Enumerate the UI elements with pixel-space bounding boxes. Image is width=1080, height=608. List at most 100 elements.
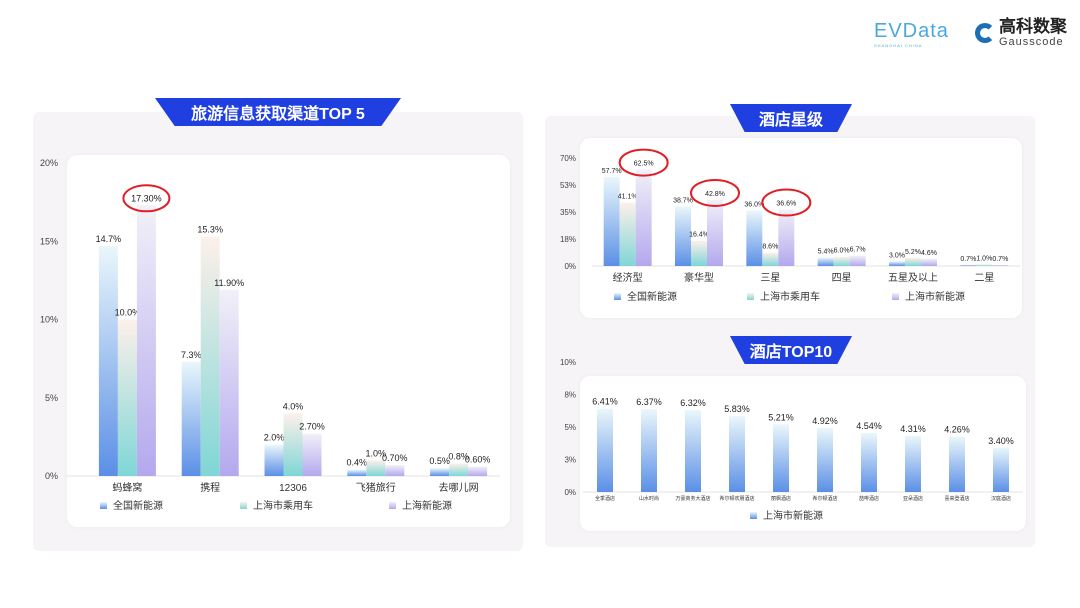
category-label: 丽枫酒店 (771, 495, 791, 502)
category-label: 希尔顿酒店 (812, 495, 837, 502)
data-label: 0.7% (960, 256, 976, 263)
bar (817, 257, 834, 266)
data-label: 3.0% (889, 252, 905, 259)
y-tick-label: 35% (560, 208, 576, 217)
highlight-circle (761, 188, 812, 217)
hotel-star-card (580, 138, 1022, 318)
data-label: 17.30% (131, 193, 162, 203)
data-label: 4.54% (856, 421, 882, 431)
data-label: 38.7% (673, 197, 693, 204)
data-label: 0.70% (382, 453, 408, 463)
data-label: 10.0% (115, 308, 141, 318)
data-label: 36.6% (776, 201, 796, 208)
gausscode-mark-icon (975, 23, 995, 43)
category-label: 去哪儿网 (439, 482, 479, 494)
y-tick-label: 53% (560, 181, 576, 190)
bar (849, 255, 866, 266)
legend-label: 上海市乘用车 (253, 499, 313, 512)
evdata-logo-sub: SHANGHAI CHINA (874, 43, 923, 48)
y-tick-label: 5% (564, 423, 576, 432)
data-label: 4.6% (921, 250, 937, 257)
legend-swatch (892, 293, 899, 300)
y-tick-label: 20% (40, 158, 58, 168)
data-label: 5.4% (818, 249, 834, 256)
category-label: 豪华型 (684, 271, 714, 284)
highlight-circle (618, 148, 669, 177)
bar (597, 408, 613, 492)
bar (98, 245, 118, 476)
data-label: 5.83% (724, 404, 750, 414)
bar (817, 428, 833, 492)
legend-swatch (750, 512, 757, 519)
legend-swatch (389, 502, 396, 509)
y-tick-label: 5% (45, 393, 58, 403)
bar (117, 319, 137, 476)
y-tick-label: 10% (560, 358, 576, 367)
highlight-circle (122, 184, 171, 213)
data-label: 1.0% (976, 255, 992, 262)
legend-swatch (100, 502, 107, 509)
legend-label: 上海市乘用车 (760, 290, 820, 303)
category-label: 喆啡酒店 (859, 495, 879, 502)
bar (219, 289, 239, 476)
bar (619, 202, 636, 266)
bar (430, 468, 450, 476)
data-label: 3.40% (988, 436, 1014, 446)
bar (992, 264, 1009, 266)
bar (347, 469, 367, 476)
category-label: 二星 (974, 272, 994, 284)
bar (905, 257, 921, 266)
data-label: 6.7% (850, 247, 866, 254)
category-label: 全季酒店 (595, 495, 615, 502)
category-label: 喜来登酒店 (944, 495, 969, 502)
data-label: 0.60% (465, 455, 491, 465)
data-label: 4.31% (900, 424, 926, 434)
legend-swatch (240, 502, 247, 509)
legend-label: 上海市新能源 (905, 290, 965, 303)
left-title-banner: 旅游信息获取渠道TOP 5 (155, 98, 401, 126)
bar (993, 447, 1009, 492)
data-label: 8.6% (762, 244, 778, 251)
highlight-circle (690, 178, 740, 207)
category-label: 万豪商务大酒店 (675, 495, 710, 502)
category-label: 蚂蜂窝 (112, 481, 142, 494)
bar (921, 258, 937, 266)
bar (707, 199, 723, 266)
category-label: 携程 (200, 481, 220, 494)
data-label: 62.5% (634, 161, 654, 168)
data-label: 0.8% (448, 451, 469, 461)
data-label: 42.8% (705, 191, 725, 198)
data-label: 6.0% (834, 248, 850, 255)
bar (746, 210, 763, 266)
category-label: 山水时尚 (639, 495, 659, 502)
legend-label: 上海市新能源 (763, 509, 823, 522)
bar (283, 413, 303, 476)
data-label: 2.70% (299, 422, 325, 432)
bar (468, 466, 488, 476)
y-tick-label: 0% (564, 488, 576, 497)
bar (200, 236, 220, 476)
data-label: 41.1% (618, 194, 638, 201)
bar (729, 416, 745, 492)
bar (778, 209, 795, 266)
bar (889, 261, 905, 266)
legend-label: 上海新能源 (402, 499, 452, 512)
data-label: 1.0% (366, 448, 387, 458)
gausscode-en: Gausscode (999, 36, 1064, 48)
category-label: 飞猪旅行 (356, 481, 396, 494)
y-tick-label: 15% (40, 236, 58, 246)
bar (773, 424, 789, 492)
data-label: 4.26% (944, 425, 970, 435)
bar (264, 444, 284, 476)
data-label: 7.3% (181, 350, 202, 360)
bar (976, 264, 993, 266)
data-label: 5.21% (768, 412, 794, 422)
data-label: 36.0% (744, 201, 764, 208)
gausscode-logo: 高科数聚 Gausscode (975, 18, 1067, 48)
data-label: 2.0% (264, 433, 285, 443)
y-tick-label: 0% (45, 471, 58, 481)
y-tick-label: 3% (564, 456, 576, 465)
legend-label: 全国新能源 (627, 290, 677, 303)
bar (762, 252, 779, 266)
data-label: 0.7% (992, 256, 1008, 263)
